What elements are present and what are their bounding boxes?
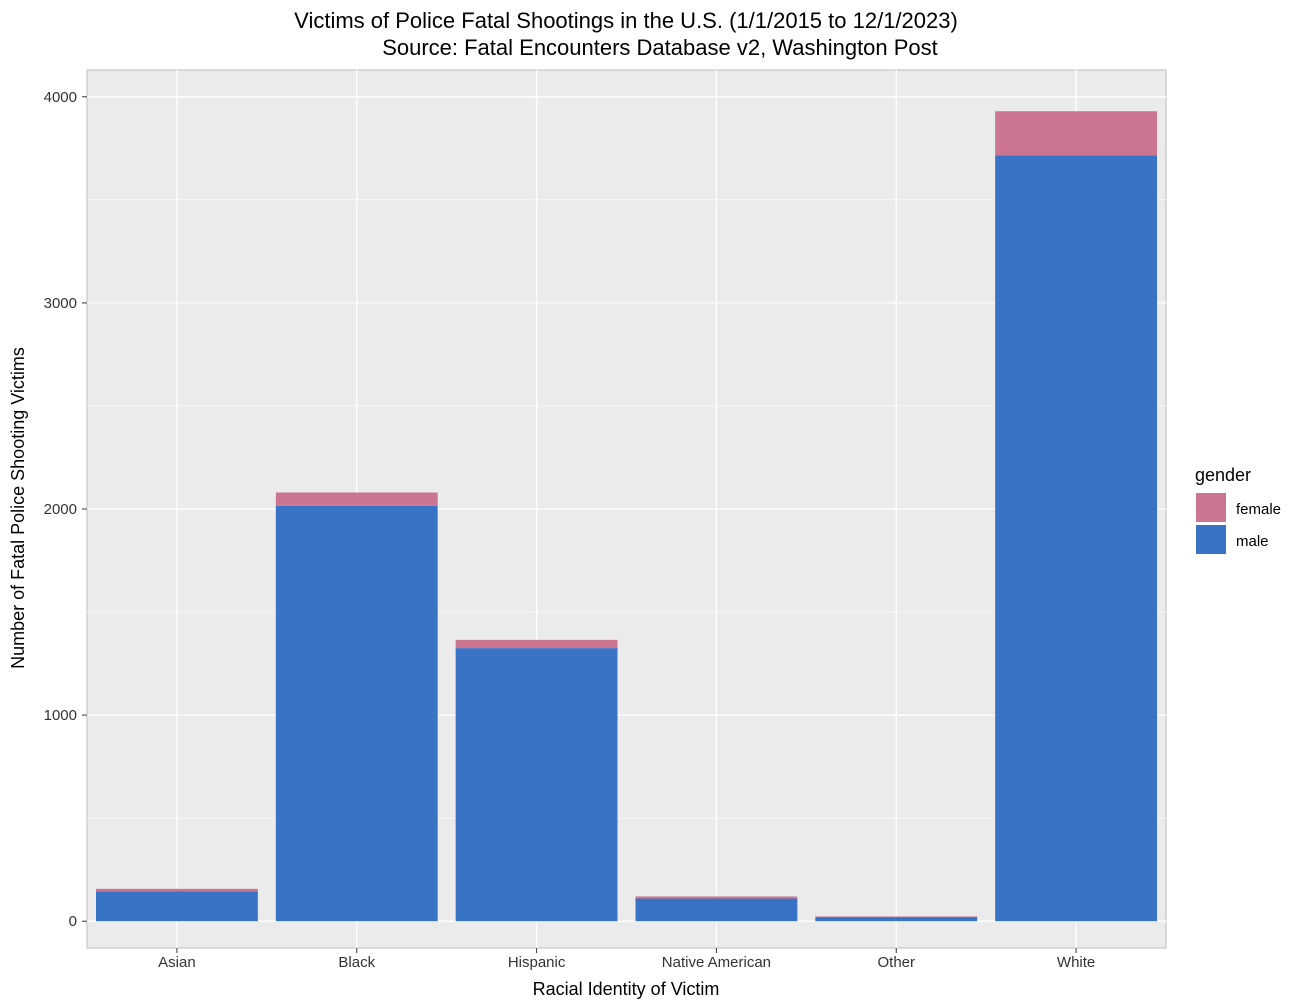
- bar-male-native-american: [635, 898, 798, 922]
- bar-female-black: [275, 492, 438, 506]
- legend: gender female male: [1195, 465, 1281, 554]
- bar-female-white: [995, 111, 1158, 156]
- x-tick-label: Native American: [662, 954, 771, 971]
- x-tick-label: Asian: [158, 954, 196, 971]
- x-axis-title: Racial Identity of Victim: [533, 979, 720, 999]
- x-tick-label: Other: [877, 954, 915, 971]
- x-tick-label: Black: [338, 954, 375, 971]
- bar-male-other: [815, 917, 978, 922]
- legend-title: gender: [1195, 465, 1251, 485]
- grid-layer: [87, 70, 1166, 948]
- x-tick-label: Hispanic: [508, 954, 566, 971]
- bar-female-hispanic: [455, 639, 618, 649]
- bar-female-asian: [95, 888, 258, 892]
- x-axis-ticks: Asian Black Hispanic Native American Other Wh…: [158, 948, 1095, 971]
- bar-male-black: [275, 505, 438, 922]
- y-tick-label: 4000: [44, 89, 77, 106]
- bar-female-native-american: [635, 896, 798, 899]
- bar-male-asian: [95, 891, 258, 922]
- y-tick-label: 1000: [44, 707, 77, 724]
- x-tick-label: White: [1057, 954, 1095, 971]
- y-axis-ticks: 0 1000 2000 3000 4000: [44, 89, 87, 930]
- y-tick-label: 0: [69, 913, 77, 930]
- legend-items: female male: [1196, 493, 1281, 554]
- bar-male-white: [995, 155, 1158, 922]
- legend-swatch-male: [1196, 525, 1226, 554]
- legend-label-female: female: [1236, 501, 1281, 518]
- chart-subtitle: Source: Fatal Encounters Database v2, Wa…: [382, 35, 938, 60]
- bar-layer: [95, 111, 1158, 922]
- y-axis-title: Number of Fatal Police Shooting Victims: [8, 347, 28, 669]
- legend-swatch-female: [1196, 493, 1226, 522]
- chart-title: Victims of Police Fatal Shootings in the…: [294, 8, 958, 33]
- legend-label-male: male: [1236, 533, 1269, 550]
- y-tick-label: 2000: [44, 501, 77, 518]
- bar-female-other: [815, 916, 978, 918]
- y-tick-label: 3000: [44, 295, 77, 312]
- bar-male-hispanic: [455, 648, 618, 922]
